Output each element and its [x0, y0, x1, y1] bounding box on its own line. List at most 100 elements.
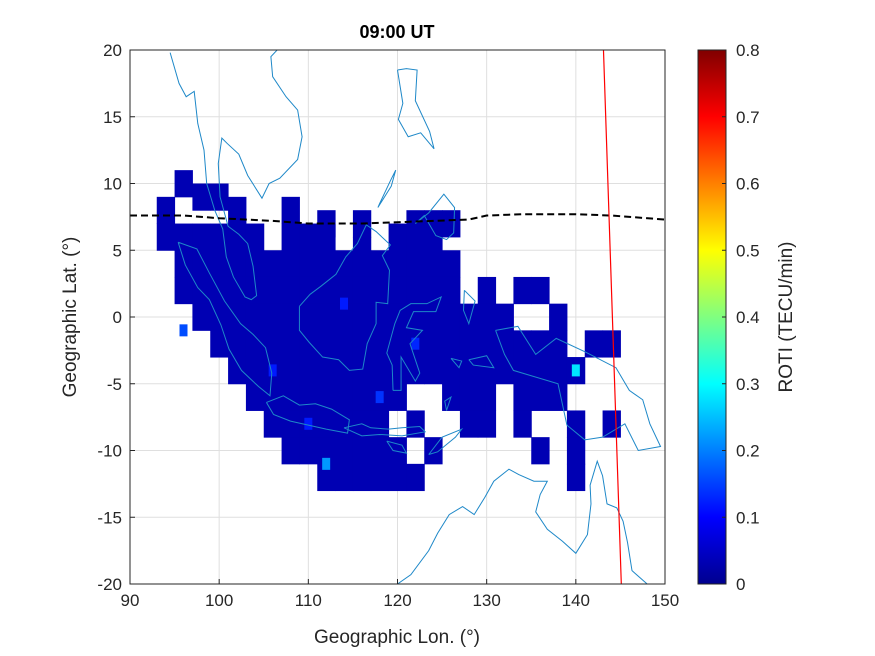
roti-cell — [370, 437, 390, 465]
roti-cell — [335, 410, 354, 438]
roti-cell — [424, 357, 443, 385]
roti-cell — [370, 330, 390, 358]
roti-cell — [317, 357, 336, 385]
roti-cell — [174, 170, 193, 198]
roti-cell — [549, 330, 568, 358]
roti-cell — [263, 250, 283, 278]
roti-cell — [210, 223, 229, 251]
roti-cell — [192, 250, 211, 278]
x-axis-label: Geographic Lon. (°) — [314, 627, 480, 648]
roti-cell — [406, 463, 425, 492]
coastline — [495, 325, 662, 452]
roti-cell — [477, 330, 497, 358]
y-tick-label: -5 — [107, 375, 122, 394]
roti-cell — [228, 196, 247, 225]
roti-cell — [513, 276, 532, 305]
coastline — [386, 296, 443, 391]
roti-cell — [192, 276, 211, 305]
y-tick-label: -10 — [97, 442, 122, 461]
y-tick-label: -15 — [97, 508, 122, 527]
roti-cell — [388, 223, 407, 251]
chart-title: 09:00 UT — [359, 22, 434, 42]
roti-cell — [228, 276, 247, 305]
roti-cell — [245, 223, 265, 251]
roti-cell — [352, 250, 372, 278]
roti-cell — [335, 250, 354, 278]
coastline — [462, 289, 476, 326]
roti-cell — [388, 463, 407, 492]
roti-cell — [299, 357, 318, 385]
roti-cell — [459, 330, 479, 358]
roti-cell — [299, 223, 318, 251]
roti-cell — [549, 357, 568, 385]
roti-cell — [442, 276, 461, 305]
roti-cell — [263, 410, 283, 438]
roti-cell — [406, 276, 425, 305]
roti-cell — [210, 330, 229, 358]
coastline — [397, 68, 435, 150]
roti-cell — [352, 437, 372, 465]
roti-cell — [459, 410, 479, 438]
roti-cell — [406, 223, 425, 251]
roti-cell — [495, 330, 514, 358]
roti-cell — [352, 303, 372, 331]
roti-cell — [477, 410, 497, 438]
axis-ticks: 90 100 110 120 130 140 150 -20 -15 -10 -5 0 5 10 15 20 — [97, 41, 679, 610]
roti-cell — [228, 223, 247, 251]
roti-cell — [388, 437, 407, 465]
roti-cell — [495, 357, 514, 385]
roti-cell — [245, 383, 265, 411]
colorbar-tick-label: 0.3 — [736, 375, 760, 394]
roti-cell — [156, 196, 176, 225]
roti-cell — [370, 250, 390, 278]
roti-cell — [477, 276, 497, 305]
x-tick-label: 100 — [205, 591, 233, 610]
coastline — [414, 193, 456, 241]
roti-cell — [531, 437, 550, 465]
roti-cell-highlight — [411, 337, 420, 350]
roti-cell — [602, 410, 621, 438]
roti-cell-highlight — [375, 391, 384, 404]
roti-cell — [406, 250, 425, 278]
roti-cell-highlight — [179, 324, 188, 337]
roti-cell — [335, 437, 354, 465]
colorbar-tick-label: 0.1 — [736, 508, 760, 527]
roti-cell — [228, 357, 247, 385]
roti-cell-highlight — [571, 364, 580, 377]
roti-cell — [566, 410, 586, 438]
roti-cell — [263, 330, 283, 358]
roti-cell — [388, 357, 407, 385]
roti-cell — [513, 410, 532, 438]
roti-cell — [531, 330, 550, 358]
roti-cell — [477, 383, 497, 411]
series-lines — [130, 50, 665, 584]
roti-cell — [228, 330, 247, 358]
roti-cell — [281, 437, 300, 465]
roti-cell-highlight — [322, 457, 331, 470]
x-tick-label: 130 — [472, 591, 500, 610]
roti-cell — [388, 276, 407, 305]
coastline — [377, 169, 397, 208]
roti-cell — [263, 383, 283, 411]
roti-cell-highlight — [304, 417, 313, 430]
roti-cell — [370, 357, 390, 385]
roti-cell — [513, 357, 532, 385]
roti-cell — [317, 303, 336, 331]
roti-cell — [424, 250, 443, 278]
roti-cell — [442, 210, 461, 238]
roti-cell — [442, 303, 461, 331]
roti-cell — [192, 303, 211, 331]
roti-cell — [317, 250, 336, 278]
roti-cell — [299, 330, 318, 358]
roti-cell-highlight — [340, 297, 348, 310]
roti-cell — [352, 463, 372, 492]
roti-cell — [352, 357, 372, 385]
roti-cell — [388, 330, 407, 358]
roti-cell — [406, 410, 425, 438]
roti-cell — [442, 250, 461, 278]
roti-cell-highlight — [268, 364, 277, 377]
roti-cell — [281, 250, 300, 278]
roti-cell — [335, 383, 354, 411]
roti-cell — [352, 276, 372, 305]
roti-cell — [335, 276, 354, 305]
